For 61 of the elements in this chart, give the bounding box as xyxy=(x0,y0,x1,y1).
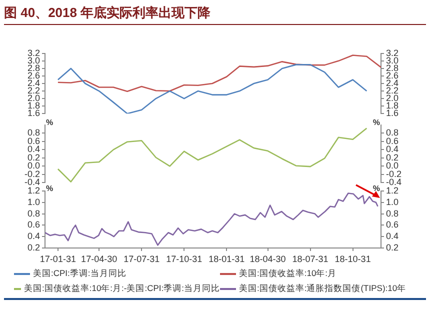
y-tick-label: 3.2 xyxy=(27,48,40,58)
x-tick-label: 17-10-31 xyxy=(166,254,202,264)
legend-label: 美国:国债收益率:10年:月 xyxy=(239,268,337,280)
y2-tick-label: 1.8 xyxy=(386,100,399,111)
y2-tick-label: 0.8 xyxy=(386,208,399,218)
y-tick-label: 1.8 xyxy=(27,100,40,111)
y-tick-label: 0.6 xyxy=(27,136,40,146)
y2-tick-label: 0.8 xyxy=(386,128,399,138)
y-tick-label: 2.0 xyxy=(27,93,40,104)
y-tick-label: 1.6 xyxy=(27,108,40,118)
y2-tick-label: -0.4 xyxy=(386,177,402,188)
y-tick-label: 0.4 xyxy=(27,144,40,154)
y2-tick-label: 2.6 xyxy=(386,70,399,80)
y2-axis-title: % xyxy=(372,184,380,194)
x-tick-label: 18-01-31 xyxy=(208,254,245,264)
y-tick-label: 2.4 xyxy=(27,78,40,88)
y2-tick-label: 1.2 xyxy=(386,185,399,196)
y-tick-label: 0.8 xyxy=(27,208,40,218)
y2-tick-label: 0.2 xyxy=(386,152,399,162)
y-tick-label: 1.2 xyxy=(27,185,40,196)
x-tick-label: 17-04-30 xyxy=(81,254,118,264)
y2-tick-label: 0.6 xyxy=(386,220,399,230)
y2-tick-label: 2.0 xyxy=(386,93,399,104)
y-tick-label: 1.0 xyxy=(27,196,40,207)
y2-tick-label: 3.2 xyxy=(386,48,399,58)
y-tick-label: -0.2 xyxy=(24,168,40,179)
y2-tick-label: 0.2 xyxy=(386,242,399,252)
y-tick-label: 0.0 xyxy=(27,160,40,171)
legend-label: 美国:国债收益率:通胀指数国债(TIPS):10年 xyxy=(239,283,406,295)
y2-tick-label: -0.2 xyxy=(386,168,402,179)
y2-tick-label: 0.4 xyxy=(386,144,399,154)
y2-tick-label: 3.0 xyxy=(386,55,399,66)
y-tick-label: 2.6 xyxy=(27,70,40,80)
y-tick-label: 0.6 xyxy=(27,220,40,230)
chart-title: 图 40、2018 年底实际利率出现下降 xyxy=(4,4,211,22)
legend-label: 美国:CPI:季调:当月同比 xyxy=(33,268,126,280)
y2-tick-label: 2.2 xyxy=(386,86,399,96)
x-tick-label: 18-10-31 xyxy=(334,254,371,264)
y-tick-label: 2.2 xyxy=(27,86,40,96)
legend-label: 美国:国债收益率:10年:月:-美国:CPI:季调:当月同比 xyxy=(24,283,220,295)
y2-tick-label: 2.8 xyxy=(386,62,399,73)
y2-tick-label: 2.4 xyxy=(386,78,399,88)
y-axis-title: % xyxy=(46,184,54,194)
x-tick-label: 18-07-31 xyxy=(292,254,328,264)
y-tick-label: -0.4 xyxy=(24,177,40,188)
y2-axis-title: % xyxy=(372,118,380,128)
y2-tick-label: 1.6 xyxy=(386,108,399,118)
y-tick-label: 0.4 xyxy=(27,231,40,242)
x-tick-label: 17-07-31 xyxy=(124,254,160,264)
y2-tick-label: 0.6 xyxy=(386,136,399,146)
y2-tick-label: 0.0 xyxy=(386,160,399,171)
y-axis-title: % xyxy=(46,118,54,128)
x-tick-label: 18-04-30 xyxy=(250,254,286,264)
y-tick-label: 0.8 xyxy=(27,128,40,138)
y-tick-label: 3.0 xyxy=(27,55,40,66)
y-tick-label: 0.2 xyxy=(27,242,40,252)
y2-tick-label: 0.4 xyxy=(386,231,399,242)
x-tick-label: 17-01-31 xyxy=(40,254,76,264)
y2-tick-label: 1.0 xyxy=(386,196,399,207)
y-tick-label: 0.2 xyxy=(27,152,40,162)
y-tick-label: 2.8 xyxy=(27,62,40,73)
